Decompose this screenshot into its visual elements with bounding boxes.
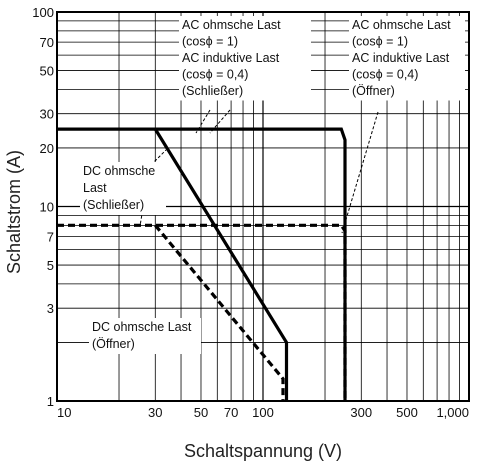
annotation-text: (Schließer) xyxy=(182,84,243,98)
y-tick-label: 20 xyxy=(40,141,54,156)
annotation-text: AC induktive Last xyxy=(182,51,280,65)
annotation-leader xyxy=(341,111,379,234)
y-tick-label: 1 xyxy=(47,394,54,409)
x-tick-label: 30 xyxy=(148,405,162,420)
annotation-text: (cosϕ = 0,4) xyxy=(352,68,418,82)
annotation-bg xyxy=(80,162,166,215)
x-tick-label: 1,000 xyxy=(436,405,469,420)
annotation-leader xyxy=(209,109,231,134)
annotation-block: DC ohmsche Last (Öffner) xyxy=(89,318,201,354)
x-axis-title: Schaltspannung (V) xyxy=(184,441,342,461)
series-line-4 xyxy=(154,224,285,401)
annotation-block: AC ohmsche Last (cosϕ = 1) AC induktive La… xyxy=(179,16,311,101)
annotation-text: (cosϕ = 0,4) xyxy=(182,68,248,82)
y-tick-label: 10 xyxy=(40,200,54,215)
x-tick-label: 70 xyxy=(224,405,238,420)
y-tick-label: 100 xyxy=(32,5,54,20)
annotation-bg xyxy=(349,16,465,101)
annotation-text: (Öffner) xyxy=(352,84,395,98)
y-tick-labels: 1 3 5 7 10 20 30 50 70 100 xyxy=(32,5,54,409)
annotation-text: (cosϕ = 1) xyxy=(352,35,408,49)
y-tick-label: 30 xyxy=(40,107,54,122)
y-tick-label: 5 xyxy=(47,258,54,273)
annotation-bg xyxy=(89,318,201,354)
annotation-text: Last xyxy=(83,181,107,195)
x-tick-labels: 10 30 50 70 100 300 500 1,000 xyxy=(57,405,469,420)
y-tick-label: 70 xyxy=(40,35,54,50)
annotation-text: (Öffner) xyxy=(92,337,135,351)
x-tick-label: 50 xyxy=(194,405,208,420)
y-tick-label: 7 xyxy=(47,230,54,245)
x-tick-label: 300 xyxy=(350,405,372,420)
annotation-block: DC ohmsche Last (Schließer) xyxy=(80,162,166,215)
annotation-bg xyxy=(179,16,311,101)
y-tick-label: 50 xyxy=(40,64,54,79)
annotation-text: DC ohmsche xyxy=(83,164,155,178)
annotation-text: DC ohmsche Last xyxy=(92,320,192,334)
x-tick-label: 100 xyxy=(252,405,274,420)
annotation-text: AC induktive Last xyxy=(352,51,450,65)
annotations: AC ohmsche Last (cosϕ = 1) AC induktive La… xyxy=(80,16,465,354)
y-axis-title: Schaltstrom (A) xyxy=(4,150,24,274)
y-tick-label: 3 xyxy=(47,301,54,316)
annotation-text: AC ohmsche Last xyxy=(352,18,451,32)
plot-frame xyxy=(56,11,470,402)
series-line-2 xyxy=(153,128,289,401)
annotation-text: (Schließer) xyxy=(83,198,144,212)
annotation-block: AC ohmsche Last (cosϕ = 1) AC induktive La… xyxy=(349,16,465,101)
annotation-text: AC ohmsche Last xyxy=(182,18,281,32)
x-tick-label: 500 xyxy=(396,405,418,420)
annotation-leader xyxy=(195,109,211,134)
annotation-text: (cosϕ = 1) xyxy=(182,35,238,49)
x-tick-label: 10 xyxy=(57,405,71,420)
